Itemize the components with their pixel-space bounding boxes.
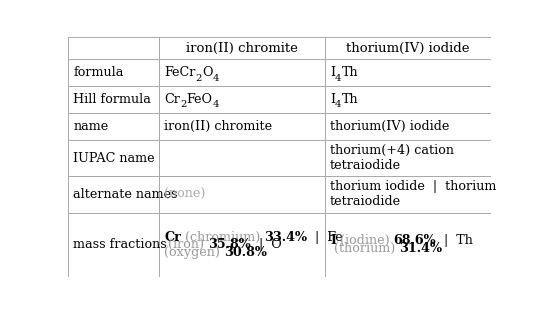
Text: 35.8%: 35.8% — [208, 238, 251, 251]
Text: (oxygen): (oxygen) — [164, 246, 224, 259]
Text: thorium(IV) iodide: thorium(IV) iodide — [330, 120, 450, 133]
Text: Cr: Cr — [164, 93, 180, 106]
Text: Th: Th — [342, 66, 358, 79]
Text: 4: 4 — [335, 100, 342, 109]
Text: |  Fe: | Fe — [307, 230, 343, 244]
Text: alternate names: alternate names — [73, 188, 178, 201]
Text: 2: 2 — [195, 73, 202, 82]
Text: FeCr: FeCr — [164, 66, 195, 79]
Text: 33.4%: 33.4% — [264, 230, 307, 244]
Text: (chromium): (chromium) — [181, 230, 264, 244]
Text: iron(II) chromite: iron(II) chromite — [164, 120, 272, 133]
Text: 68.6%: 68.6% — [393, 234, 437, 247]
Text: iron(II) chromite: iron(II) chromite — [186, 42, 298, 55]
Text: (iodine): (iodine) — [336, 234, 393, 247]
Text: mass fractions: mass fractions — [73, 238, 167, 251]
Text: I: I — [330, 234, 336, 247]
Text: thorium(IV) iodide: thorium(IV) iodide — [346, 42, 469, 55]
Text: 4: 4 — [212, 100, 219, 109]
Text: 4: 4 — [335, 73, 342, 82]
Text: (none): (none) — [164, 188, 205, 201]
Text: (iron): (iron) — [164, 238, 208, 251]
Text: (thorium): (thorium) — [330, 242, 399, 255]
Text: 2: 2 — [180, 100, 186, 109]
Text: FeO: FeO — [186, 93, 212, 106]
Text: |  Th: | Th — [437, 234, 473, 247]
Text: I: I — [330, 66, 335, 79]
Text: formula: formula — [73, 66, 124, 79]
Text: Th: Th — [342, 93, 358, 106]
Text: thorium iodide  |  thorium
tetraiodide: thorium iodide | thorium tetraiodide — [330, 180, 496, 208]
Text: Cr: Cr — [164, 230, 181, 244]
Text: 30.8%: 30.8% — [224, 246, 267, 259]
Text: |  O: | O — [251, 238, 282, 251]
Text: O: O — [202, 66, 212, 79]
Text: 4: 4 — [212, 73, 219, 82]
Text: Hill formula: Hill formula — [73, 93, 151, 106]
Text: 31.4%: 31.4% — [399, 242, 443, 255]
Text: I: I — [330, 93, 335, 106]
Text: thorium(+4) cation
tetraiodide: thorium(+4) cation tetraiodide — [330, 144, 454, 172]
Text: name: name — [73, 120, 108, 133]
Text: IUPAC name: IUPAC name — [73, 151, 155, 165]
